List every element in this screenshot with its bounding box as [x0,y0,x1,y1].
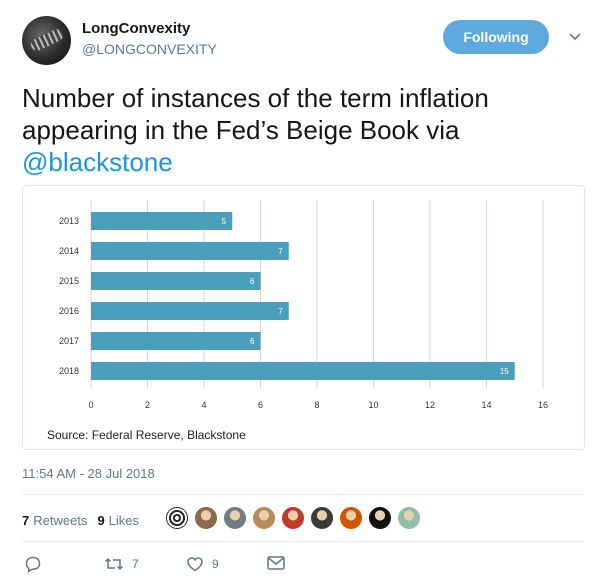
user-handle[interactable]: @LONGCONVEXITY [82,41,217,57]
y-tick-label: 2015 [59,276,79,286]
display-name[interactable]: LongConvexity [82,20,191,37]
x-tick-label: 2 [145,400,150,410]
data-label: 6 [250,337,255,346]
chart-source: Source: Federal Reserve, Blackstone [47,428,246,442]
bar [91,332,261,350]
direct-message-button[interactable] [266,555,294,571]
x-tick-label: 10 [368,400,378,410]
retweets-count: 7 [22,512,30,528]
divider [22,541,584,542]
x-tick-label: 14 [481,400,491,410]
like-button[interactable]: 9 [186,555,219,573]
tweet-body: Number of instances of the term inflatio… [22,83,489,145]
avatar-spiral[interactable] [165,506,189,530]
x-tick-label: 16 [538,400,548,410]
likes-stat[interactable]: 9 Likes [97,513,139,528]
x-tick-label: 0 [88,400,93,410]
bar [91,272,261,290]
retweets-label: Retweets [33,512,88,528]
liker-avatars [165,506,426,530]
avatar-portrait[interactable] [223,506,247,530]
x-tick-label: 4 [201,400,206,410]
reply-icon [25,556,41,573]
avatar-portrait[interactable] [281,506,305,530]
reply-button[interactable] [24,555,50,573]
mention-link[interactable]: @blackstone [22,147,173,177]
avatar-portrait[interactable] [252,506,276,530]
avatar-logo[interactable] [368,506,392,530]
likes-label: Likes [108,512,140,528]
chevron-down-icon[interactable] [568,30,582,44]
avatar-portrait[interactable] [339,506,363,530]
y-tick-label: 2016 [59,306,79,316]
x-tick-label: 6 [258,400,263,410]
data-label: 7 [278,247,283,256]
tweet-actions: 7 9 [22,555,322,579]
retweets-stat[interactable]: 7 Retweets [22,513,87,528]
y-tick-label: 2014 [59,246,79,256]
y-tick-label: 2017 [59,336,79,346]
bar [91,242,289,260]
retweet-icon [104,557,124,571]
avatar-portrait[interactable] [397,506,421,530]
avatar-portrait[interactable] [310,506,334,530]
tweet-header: LongConvexity @LONGCONVEXITY Following [22,16,592,66]
avatar-portrait[interactable] [194,506,218,530]
tweet-stats: 7 Retweets 9 Likes [22,510,149,530]
data-label: 15 [500,367,509,376]
retweet-count: 7 [132,557,139,571]
tweet-text: Number of instances of the term inflatio… [22,82,592,178]
bar [91,212,233,230]
tweet-timestamp[interactable]: 11:54 AM - 28 Jul 2018 [22,466,155,481]
chart-card[interactable]: 0 2 4 6 8 10 12 14 16 2013 5 2014 7 2015 6 2016 7 2017 6 20… [22,185,585,450]
like-count: 9 [212,557,219,571]
bar-chart: 0 2 4 6 8 10 12 14 16 2013 5 2014 7 2015 6 2016 7 2017 6 20… [59,200,548,410]
user-avatar[interactable] [22,16,71,65]
y-tick-label: 2018 [59,366,79,376]
data-label: 7 [278,307,283,316]
x-tick-label: 12 [425,400,435,410]
following-button[interactable]: Following [443,20,549,54]
divider [22,494,584,495]
y-tick-label: 2013 [59,216,79,226]
bar [91,362,515,380]
heart-icon [187,557,203,572]
x-tick-label: 8 [314,400,319,410]
data-label: 6 [250,277,255,286]
bar [91,302,289,320]
envelope-icon [267,556,285,570]
retweet-button[interactable]: 7 [104,555,139,573]
data-label: 5 [222,217,227,226]
likes-count: 9 [97,512,105,528]
